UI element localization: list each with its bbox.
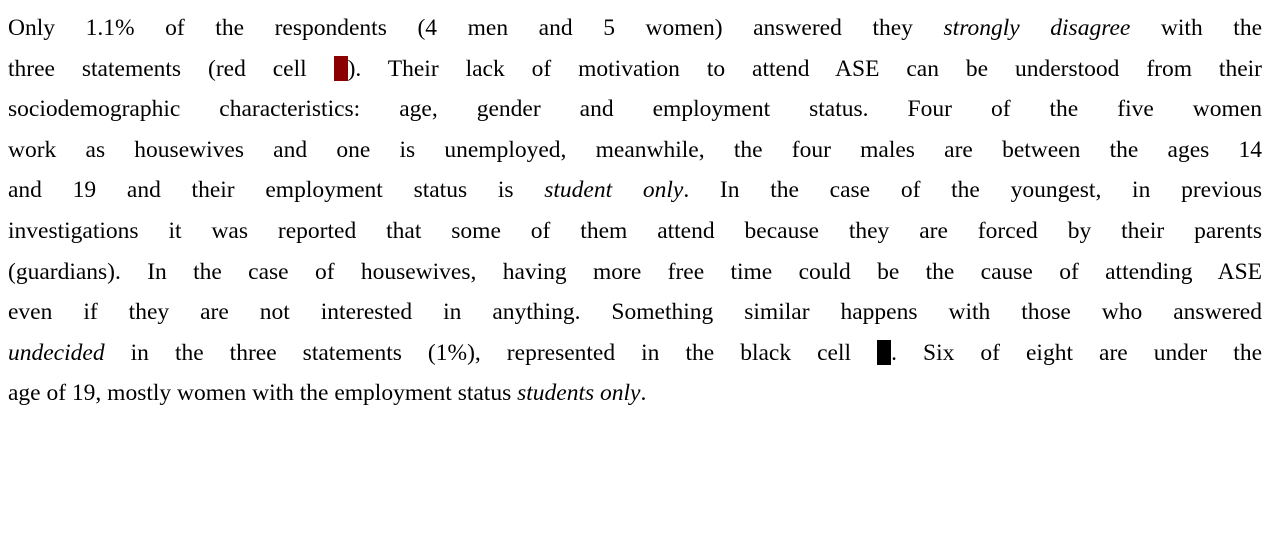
- text-run: Only 1.1% of the respondents (4 men and …: [8, 15, 913, 41]
- paragraph: Only 1.1% of the respondents (4 men and …: [8, 8, 1262, 414]
- text-run: ). Their lack of motivation to attend AS…: [347, 55, 1262, 82]
- text-run: even if they are not interested in anyth…: [8, 299, 1262, 326]
- text-line: (guardians). In the case of housewives, …: [8, 252, 1262, 293]
- text-run: with the: [1160, 15, 1263, 41]
- text-run: .: [640, 380, 647, 407]
- text-line: Only 1.1% of the respondents (4 men and …: [8, 8, 1262, 49]
- black-cell: [877, 339, 892, 365]
- text-run: and 19 and their employment status is: [8, 177, 514, 204]
- text-run: students only: [517, 380, 641, 407]
- text-run: . Six of eight are under the: [891, 339, 1262, 366]
- text-run: three statements (red cell: [8, 55, 307, 82]
- text-line: age of 19, mostly women with the employm…: [8, 373, 1262, 414]
- text-line: even if they are not interested in anyth…: [8, 292, 1262, 333]
- text-run: age of 19, mostly women with the employm…: [8, 380, 512, 407]
- text-line: investigations it was reported that some…: [8, 211, 1262, 252]
- text-run: in the three statements (1%), represente…: [130, 339, 852, 366]
- text-run: student only: [544, 177, 684, 204]
- text-line: and 19 and their employment status is st…: [8, 170, 1262, 211]
- text-run: sociodemographic characteristics: age, g…: [8, 96, 1262, 123]
- text-line: three statements (red cell ). Their lack…: [8, 49, 1262, 90]
- text-line: undecided in the three statements (1%), …: [8, 333, 1262, 374]
- text-run: strongly disagree: [943, 15, 1131, 41]
- red-cell: [333, 55, 348, 81]
- text-line: sociodemographic characteristics: age, g…: [8, 89, 1262, 130]
- text-run: investigations it was reported that some…: [8, 217, 1262, 244]
- text-run: (guardians). In the case of housewives, …: [8, 258, 1262, 285]
- text-run: work as housewives and one is unemployed…: [8, 136, 1262, 163]
- text-run: undecided: [8, 339, 105, 366]
- text-run: . In the case of the youngest, in previo…: [683, 177, 1262, 204]
- text-line: work as housewives and one is unemployed…: [8, 130, 1262, 171]
